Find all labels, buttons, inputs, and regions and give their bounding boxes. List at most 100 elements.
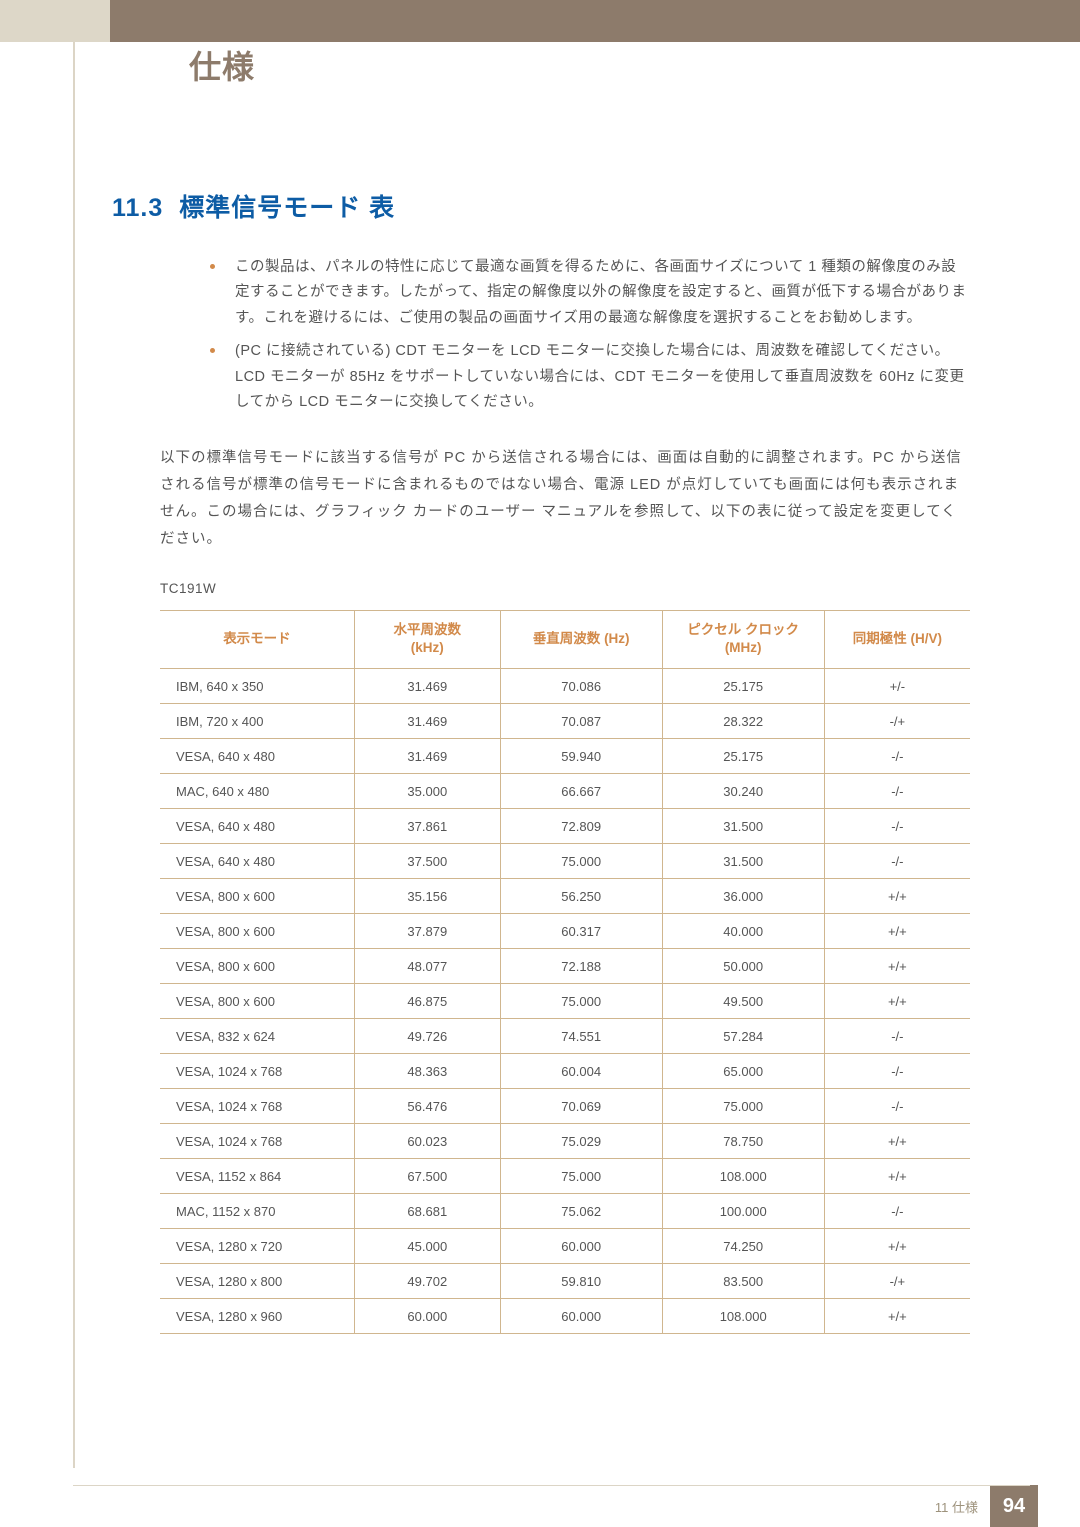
table-cell: 75.000 [500, 984, 662, 1019]
table-cell: -/+ [824, 1264, 970, 1299]
table-cell: +/+ [824, 1299, 970, 1334]
table-cell: 70.069 [500, 1089, 662, 1124]
table-cell: VESA, 800 x 600 [160, 949, 354, 984]
table-cell: 83.500 [662, 1264, 824, 1299]
table-cell: 59.940 [500, 739, 662, 774]
table-cell: -/- [824, 739, 970, 774]
table-cell: IBM, 720 x 400 [160, 704, 354, 739]
table-cell: +/+ [824, 1159, 970, 1194]
table-header-cell: 同期極性 (H/V) [824, 610, 970, 669]
table-cell: 60.000 [500, 1229, 662, 1264]
table-cell: 40.000 [662, 914, 824, 949]
table-header-cell: 垂直周波数 (Hz) [500, 610, 662, 669]
table-header-cell: 水平周波数(kHz) [354, 610, 500, 669]
table-cell: 72.809 [500, 809, 662, 844]
table-cell: 48.363 [354, 1054, 500, 1089]
table-cell: -/- [824, 1019, 970, 1054]
footer-rule [73, 1485, 1030, 1486]
table-row: MAC, 640 x 48035.00066.66730.240-/- [160, 774, 970, 809]
table-cell: 49.726 [354, 1019, 500, 1054]
table-cell: 30.240 [662, 774, 824, 809]
table-row: VESA, 1024 x 76856.47670.06975.000-/- [160, 1089, 970, 1124]
table-cell: VESA, 640 x 480 [160, 809, 354, 844]
table-row: VESA, 1280 x 72045.00060.00074.250+/+ [160, 1229, 970, 1264]
table-cell: 37.500 [354, 844, 500, 879]
table-row: IBM, 640 x 35031.46970.08625.175+/- [160, 669, 970, 704]
table-cell: 46.875 [354, 984, 500, 1019]
table-row: IBM, 720 x 40031.46970.08728.322-/+ [160, 704, 970, 739]
bullet-item: (PC に接続されている) CDT モニターを LCD モニターに交換した場合に… [210, 339, 970, 415]
body-paragraph: 以下の標準信号モードに該当する信号が PC から送信される場合には、画面は自動的… [160, 445, 970, 552]
signal-mode-table: 表示モード水平周波数(kHz)垂直周波数 (Hz)ピクセル クロック(MHz)同… [160, 610, 970, 1335]
table-cell: -/- [824, 809, 970, 844]
table-cell: 66.667 [500, 774, 662, 809]
table-cell: VESA, 1152 x 864 [160, 1159, 354, 1194]
table-cell: +/+ [824, 984, 970, 1019]
table-cell: 75.000 [500, 1159, 662, 1194]
table-cell: 72.188 [500, 949, 662, 984]
table-cell: -/- [824, 844, 970, 879]
table-cell: 48.077 [354, 949, 500, 984]
table-row: VESA, 800 x 60048.07772.18850.000+/+ [160, 949, 970, 984]
table-cell: 60.000 [500, 1299, 662, 1334]
table-row: VESA, 640 x 48037.86172.80931.500-/- [160, 809, 970, 844]
table-row: VESA, 1280 x 96060.00060.000108.000+/+ [160, 1299, 970, 1334]
table-cell: 75.029 [500, 1124, 662, 1159]
table-row: MAC, 1152 x 87068.68175.062100.000-/- [160, 1194, 970, 1229]
table-cell: VESA, 800 x 600 [160, 984, 354, 1019]
table-cell: VESA, 1024 x 768 [160, 1124, 354, 1159]
table-cell: IBM, 640 x 350 [160, 669, 354, 704]
table-cell: VESA, 1024 x 768 [160, 1054, 354, 1089]
table-row: VESA, 832 x 62449.72674.55157.284-/- [160, 1019, 970, 1054]
table-cell: 36.000 [662, 879, 824, 914]
table-cell: 70.086 [500, 669, 662, 704]
table-cell: 28.322 [662, 704, 824, 739]
table-cell: 70.087 [500, 704, 662, 739]
table-cell: 35.156 [354, 879, 500, 914]
footer-chapter-label: 11 仕様 [935, 1497, 978, 1516]
table-cell: +/+ [824, 879, 970, 914]
table-cell: 49.500 [662, 984, 824, 1019]
table-cell: 100.000 [662, 1194, 824, 1229]
table-cell: VESA, 1280 x 800 [160, 1264, 354, 1299]
table-cell: VESA, 1280 x 720 [160, 1229, 354, 1264]
table-cell: 65.000 [662, 1054, 824, 1089]
table-header-cell: 表示モード [160, 610, 354, 669]
table-cell: 25.175 [662, 739, 824, 774]
bullet-icon [210, 264, 215, 269]
table-cell: -/- [824, 1054, 970, 1089]
model-label: TC191W [160, 581, 970, 596]
table-cell: +/+ [824, 1124, 970, 1159]
table-cell: 31.500 [662, 844, 824, 879]
table-cell: -/- [824, 1194, 970, 1229]
table-cell: +/+ [824, 914, 970, 949]
table-cell: VESA, 1024 x 768 [160, 1089, 354, 1124]
bullet-item: この製品は、パネルの特性に応じて最適な画質を得るために、各画面サイズについて 1… [210, 255, 970, 331]
bullet-icon [210, 348, 215, 353]
table-cell: -/- [824, 1089, 970, 1124]
table-cell: -/+ [824, 704, 970, 739]
table-cell: 75.000 [500, 844, 662, 879]
table-cell: -/- [824, 774, 970, 809]
table-cell: 25.175 [662, 669, 824, 704]
table-cell: 60.004 [500, 1054, 662, 1089]
table-cell: VESA, 832 x 624 [160, 1019, 354, 1054]
table-cell: +/- [824, 669, 970, 704]
table-row: VESA, 800 x 60037.87960.31740.000+/+ [160, 914, 970, 949]
table-cell: VESA, 640 x 480 [160, 739, 354, 774]
table-cell: 74.250 [662, 1229, 824, 1264]
table-cell: 67.500 [354, 1159, 500, 1194]
table-cell: 108.000 [662, 1159, 824, 1194]
table-cell: 37.879 [354, 914, 500, 949]
footer-page-number: 94 [990, 1485, 1038, 1527]
table-cell: 37.861 [354, 809, 500, 844]
page-title: 仕様 [189, 42, 255, 88]
table-cell: +/+ [824, 1229, 970, 1264]
table-row: VESA, 1280 x 80049.70259.81083.500-/+ [160, 1264, 970, 1299]
table-head: 表示モード水平周波数(kHz)垂直周波数 (Hz)ピクセル クロック(MHz)同… [160, 610, 970, 669]
table-cell: 59.810 [500, 1264, 662, 1299]
table-cell: MAC, 1152 x 870 [160, 1194, 354, 1229]
table-cell: VESA, 800 x 600 [160, 879, 354, 914]
table-cell: 60.000 [354, 1299, 500, 1334]
page-footer: 11 仕様 94 [0, 1485, 1080, 1527]
